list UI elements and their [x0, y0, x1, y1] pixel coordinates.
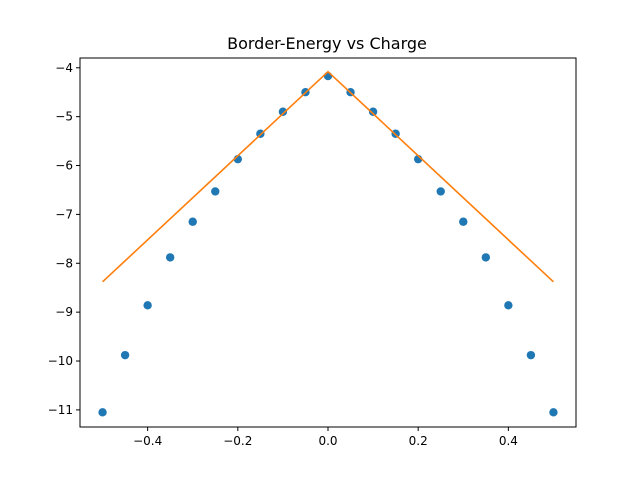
- scatter-point: [165, 253, 175, 262]
- scatter-point: [188, 217, 197, 226]
- y-tick-label: −5: [55, 110, 73, 124]
- y-tick-label: −6: [55, 159, 73, 173]
- y-tick-label: −8: [55, 256, 73, 270]
- y-tick-label: −9: [55, 305, 73, 319]
- scatter-point: [323, 71, 333, 81]
- y-tick-label: −4: [55, 61, 73, 75]
- y-tick-label: −7: [55, 207, 73, 221]
- scatter-point: [143, 301, 152, 310]
- x-tick-label: 0.4: [499, 434, 518, 448]
- scatter-point: [368, 107, 378, 116]
- x-tick-label: 0.2: [409, 434, 428, 448]
- x-tick-label: −0.2: [223, 434, 252, 448]
- plot-area: [98, 70, 558, 417]
- x-tick-label: 0.0: [318, 434, 337, 448]
- y-tick-label: −10: [48, 354, 73, 368]
- chart-title: Border-Energy vs Charge: [227, 34, 427, 53]
- scatter-point: [526, 350, 536, 360]
- y-tick-label: −11: [48, 403, 73, 417]
- scatter-point: [504, 301, 513, 310]
- scatter-point: [120, 350, 130, 360]
- scatter-point: [211, 187, 220, 196]
- scatter-point: [436, 187, 445, 196]
- fit-line: [101, 70, 555, 283]
- scatter-point: [481, 253, 491, 262]
- axes: −0.4 −0.2 0.0 0.2 0.4 −4 −5 −6 −7 −8 −9 −10 −11: [48, 57, 577, 448]
- scatter-point: [459, 217, 468, 226]
- scatter-point: [98, 408, 107, 417]
- scatter-point: [278, 107, 288, 116]
- x-tick-label: −0.4: [133, 434, 162, 448]
- scatter-point: [549, 408, 558, 417]
